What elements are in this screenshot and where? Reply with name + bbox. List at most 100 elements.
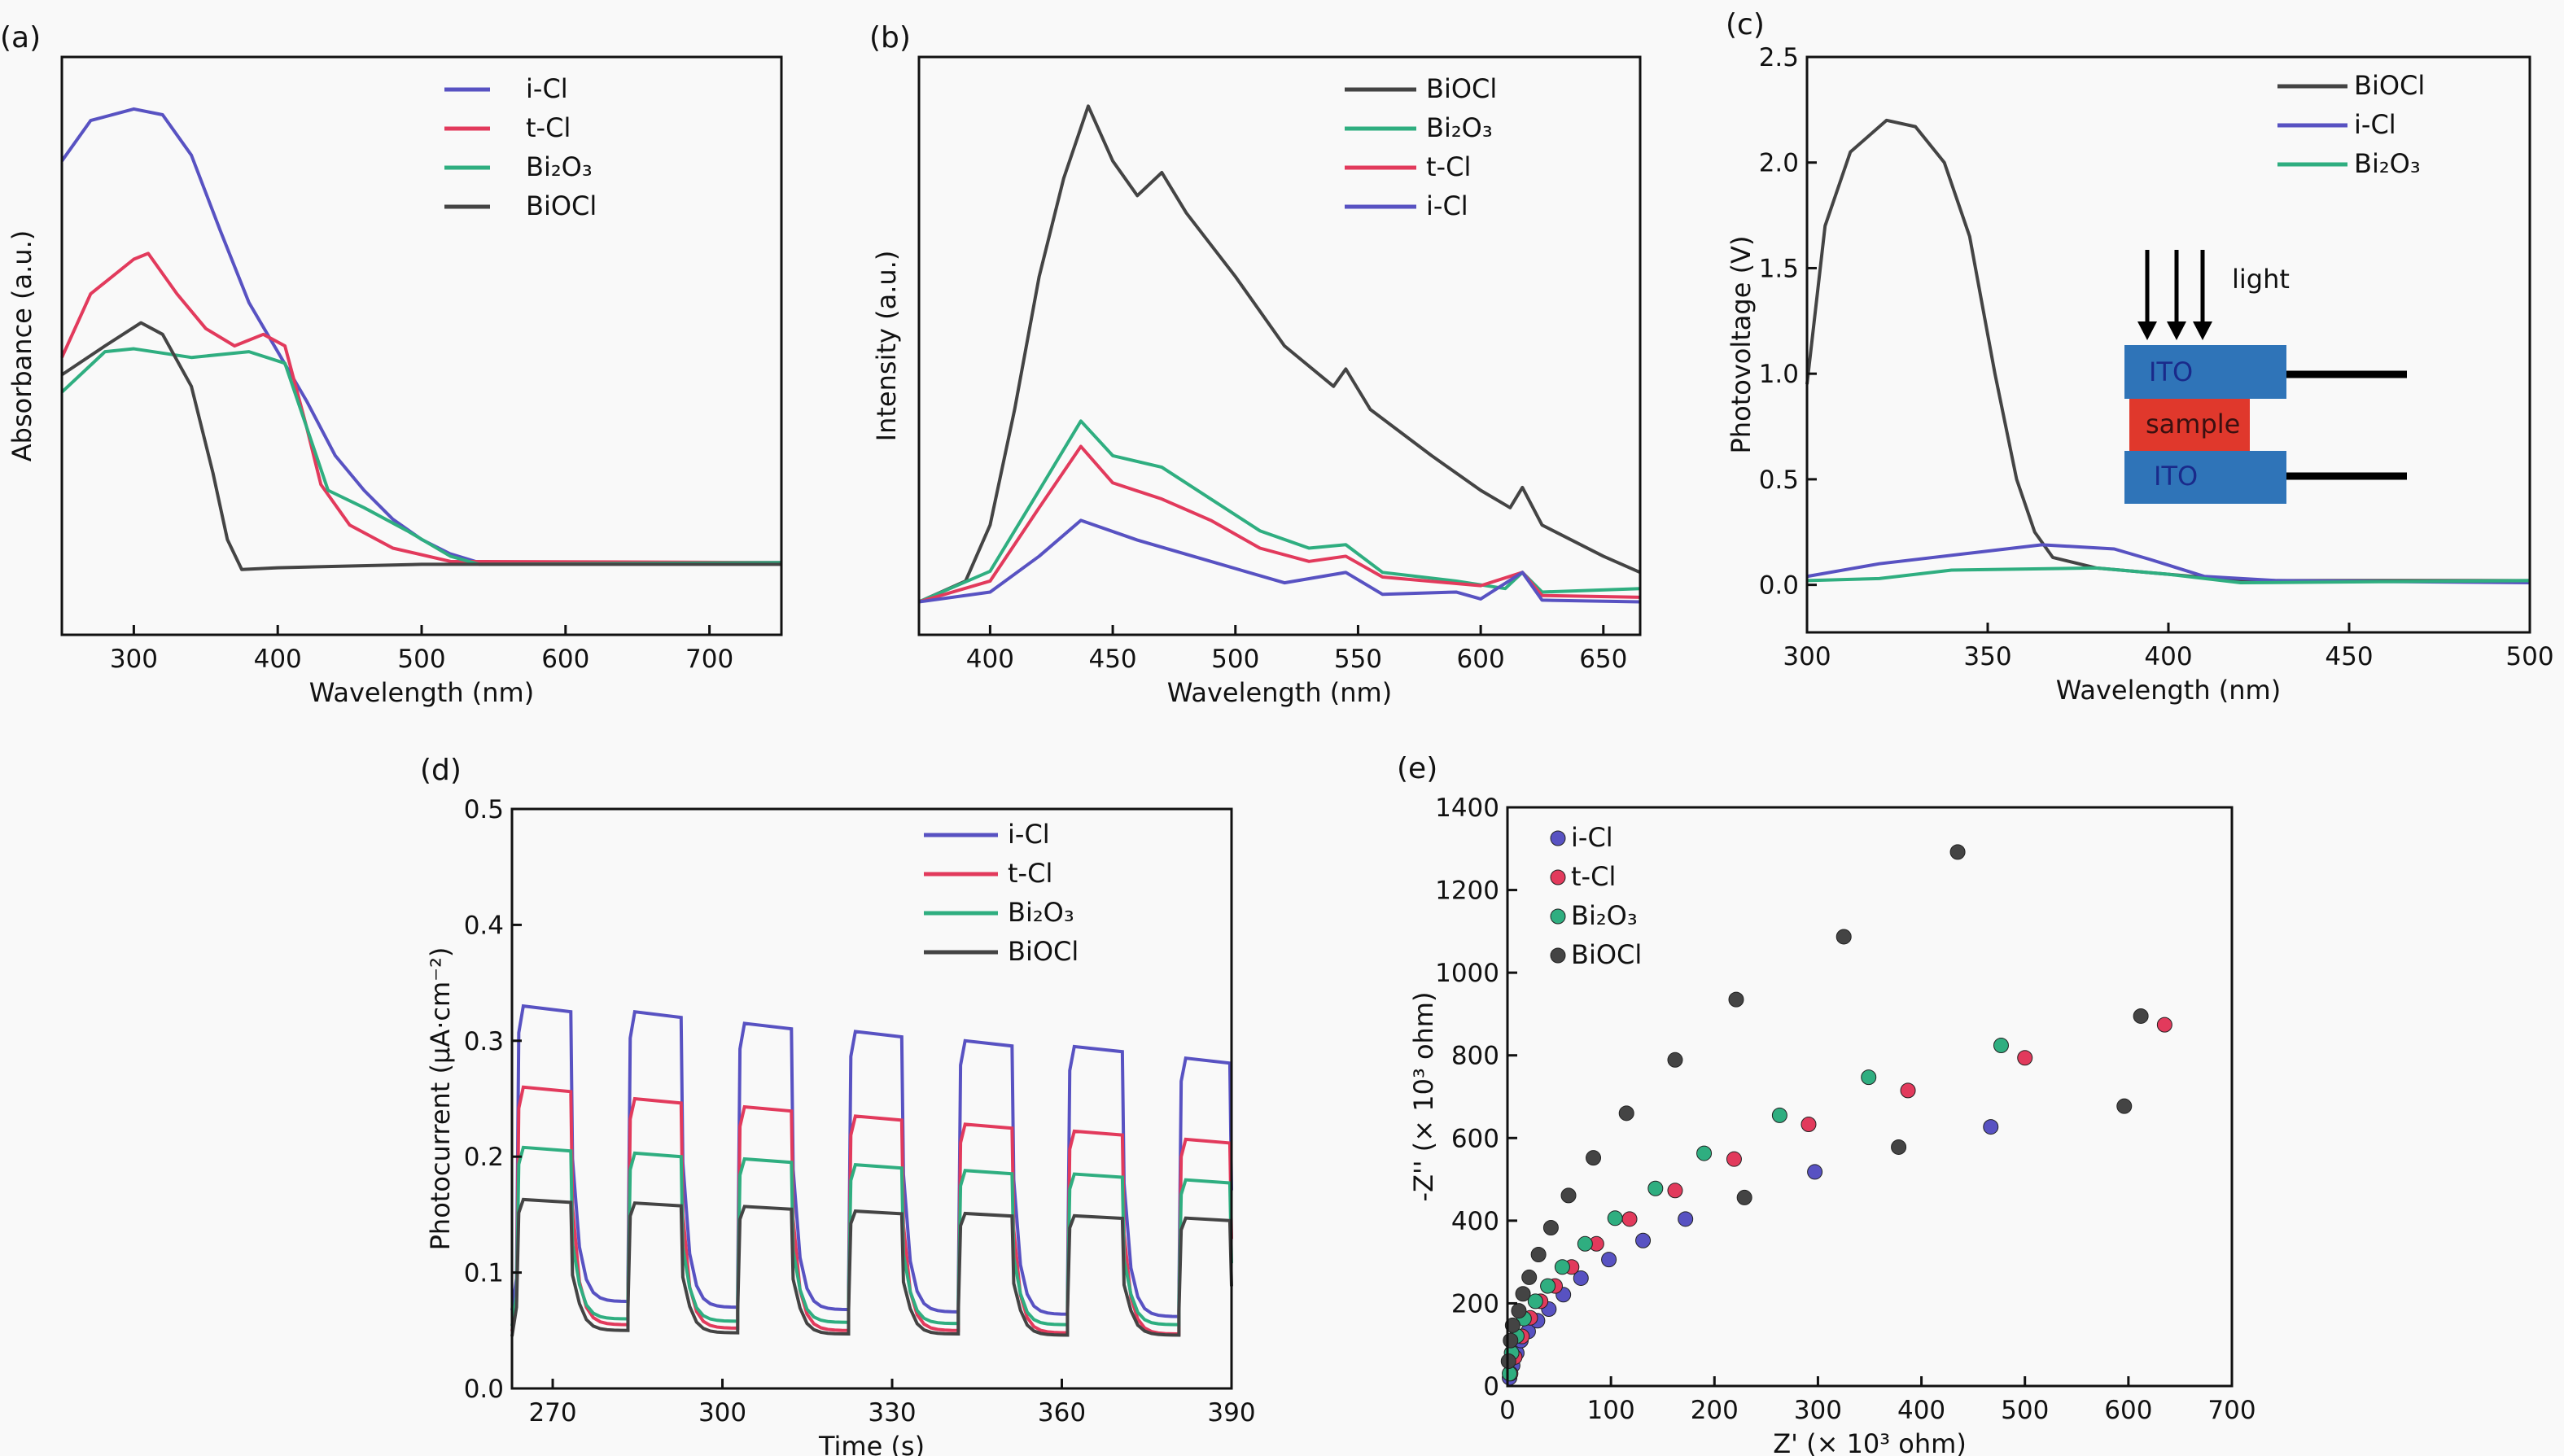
y-tick-label: 1000	[1435, 959, 1499, 988]
panel-label: (b)	[869, 21, 911, 55]
panel-label: (a)	[0, 21, 41, 55]
legend-label: Bi₂O₃	[1008, 897, 1074, 928]
data-point-t-Cl	[1800, 1117, 1817, 1133]
series-group	[510, 1003, 1233, 1337]
legend-item-i-Cl: i-Cl	[2277, 109, 2396, 140]
y-tick-label: 1.5	[1759, 254, 1799, 283]
y-tick-label: 600	[1451, 1124, 1499, 1153]
x-tick-label: 400	[1897, 1396, 1945, 1425]
series-line-Bi2O3	[60, 347, 782, 566]
x-tick-label: 600	[2104, 1396, 2152, 1425]
series-line-BiOCl	[510, 1197, 1233, 1337]
legend-item-i-Cl: i-Cl	[1345, 190, 1468, 221]
light-arrow-icon	[2137, 250, 2212, 340]
legend-item-Bi2O3: Bi₂O₃	[924, 897, 1074, 928]
legend-label: Bi₂O₃	[1426, 112, 1493, 143]
x-tick-label: 300	[110, 645, 158, 674]
data-point-Bi2O3	[1771, 1107, 1787, 1123]
y-tick-label: 0.3	[464, 1027, 504, 1056]
series-line-i-Cl	[918, 518, 1641, 604]
panel-d: (d) 270 300 330 360 390 0.0 0.1 0.2 0.3 0.4 0.5 Time…	[420, 754, 1256, 1456]
y-tick-label: 1400	[1435, 794, 1499, 823]
x-axis-label: Wavelength (nm)	[1167, 677, 1392, 708]
legend: BiOCl i-Cl Bi₂O₃	[2277, 70, 2425, 179]
x-tick-label: 360	[1038, 1398, 1086, 1428]
y-tick-label: 0.0	[1759, 571, 1799, 601]
legend-item-i-Cl: i-Cl	[1550, 822, 1613, 853]
legend-label: i-Cl	[1571, 822, 1613, 853]
x-tick-label: 400	[966, 645, 1014, 674]
x-axis-label: Wavelength (nm)	[309, 677, 534, 708]
series-line-i-Cl	[60, 107, 781, 565]
light-label: light	[2232, 264, 2290, 295]
data-point-BiOCl	[2133, 1008, 2149, 1024]
legend-item-BiOCl: BiOCl	[1550, 939, 1642, 970]
data-point-t-Cl	[2156, 1017, 2172, 1033]
legend-item-i-Cl: i-Cl	[444, 73, 568, 104]
data-point-BiOCl	[1667, 1052, 1683, 1068]
legend-item-Bi2O3: Bi₂O₃	[2277, 148, 2421, 179]
panel-label: (d)	[420, 754, 462, 787]
data-point-BiOCl	[1949, 844, 1966, 860]
data-point-i-Cl	[1601, 1252, 1617, 1268]
x-tick-label: 500	[2001, 1396, 2049, 1425]
y-axis-label: Intensity (a.u.)	[871, 251, 902, 442]
legend-label: t-Cl	[1426, 151, 1471, 182]
legend-label: t-Cl	[1008, 858, 1052, 889]
data-point-t-Cl	[1900, 1082, 1916, 1099]
series-line-i-Cl	[1806, 543, 2531, 585]
series-line-t-Cl	[918, 444, 1641, 604]
legend-marker	[1550, 947, 1566, 964]
y-axis-label: Photovoltage (V)	[1726, 236, 1757, 454]
legend-marker	[1550, 830, 1566, 846]
y-tick-label: 0.1	[464, 1259, 504, 1288]
x-tick-label: 550	[1334, 645, 1382, 674]
panel-a: (a) 300 400 500 600 700 Wavelength (nm) Absorba…	[0, 21, 783, 708]
y-tick-label: 0.0	[464, 1375, 504, 1404]
legend-item-BiOCl: BiOCl	[1345, 73, 1497, 104]
legend-label: t-Cl	[1571, 861, 1616, 892]
x-tick-label: 270	[528, 1398, 576, 1428]
series-line-Bi2O3	[1806, 566, 2531, 585]
legend-item-BiOCl: BiOCl	[444, 190, 597, 221]
panel-c: (c) 300 350 400 450 500 0.0 0.5 1.0 1.5 2.0 2.5 Wave…	[1726, 8, 2554, 706]
legend-item-Bi2O3: Bi₂O₃	[1550, 900, 1638, 931]
x-tick-label: 500	[1211, 645, 1259, 674]
sample-label: sample	[2146, 409, 2240, 439]
legend-label: Bi₂O₃	[1571, 900, 1638, 931]
legend-item-Bi2O3: Bi₂O₃	[444, 151, 593, 182]
bottom-ito-electrode	[2124, 451, 2286, 504]
data-point-Bi2O3	[1861, 1069, 1877, 1086]
x-axis-label: Z' (× 10³ ohm)	[1773, 1428, 1967, 1456]
legend: i-Cl t-Cl Bi₂O₃ BiOCl	[444, 73, 597, 221]
legend-label: i-Cl	[1008, 819, 1050, 850]
series-group	[1500, 844, 2172, 1386]
data-point-BiOCl	[1586, 1150, 1602, 1166]
y-tick-label: 400	[1451, 1207, 1499, 1236]
data-point-Bi2O3	[1577, 1235, 1593, 1252]
data-point-Bi2O3	[1696, 1145, 1713, 1161]
series-line-BiOCl	[918, 104, 1641, 604]
plot-frame	[1506, 806, 2234, 1388]
series-group	[60, 107, 782, 571]
x-tick-label: 700	[685, 645, 733, 674]
legend-item-t-Cl: t-Cl	[1550, 861, 1616, 892]
legend-label: i-Cl	[2354, 109, 2396, 140]
x-tick-label: 700	[2207, 1396, 2256, 1425]
x-tick-label: 0	[1499, 1396, 1516, 1425]
y-axis-label: -Z'' (× 10³ ohm)	[1408, 992, 1439, 1202]
x-tick-label: 200	[1691, 1396, 1739, 1425]
y-tick-label: 200	[1451, 1289, 1499, 1318]
data-point-BiOCl	[1511, 1303, 1527, 1319]
legend-label: t-Cl	[526, 112, 571, 143]
plot-frame	[1805, 55, 2531, 634]
x-tick-label: 100	[1587, 1396, 1635, 1425]
legend-item-t-Cl: t-Cl	[444, 112, 571, 143]
y-tick-label: 1200	[1435, 877, 1499, 906]
series-group	[1805, 118, 2531, 585]
y-tick-label: 0.5	[464, 795, 504, 824]
plot-frame	[510, 807, 1233, 1390]
plot-frame	[917, 55, 1642, 636]
y-tick-label: 2.0	[1759, 149, 1799, 178]
